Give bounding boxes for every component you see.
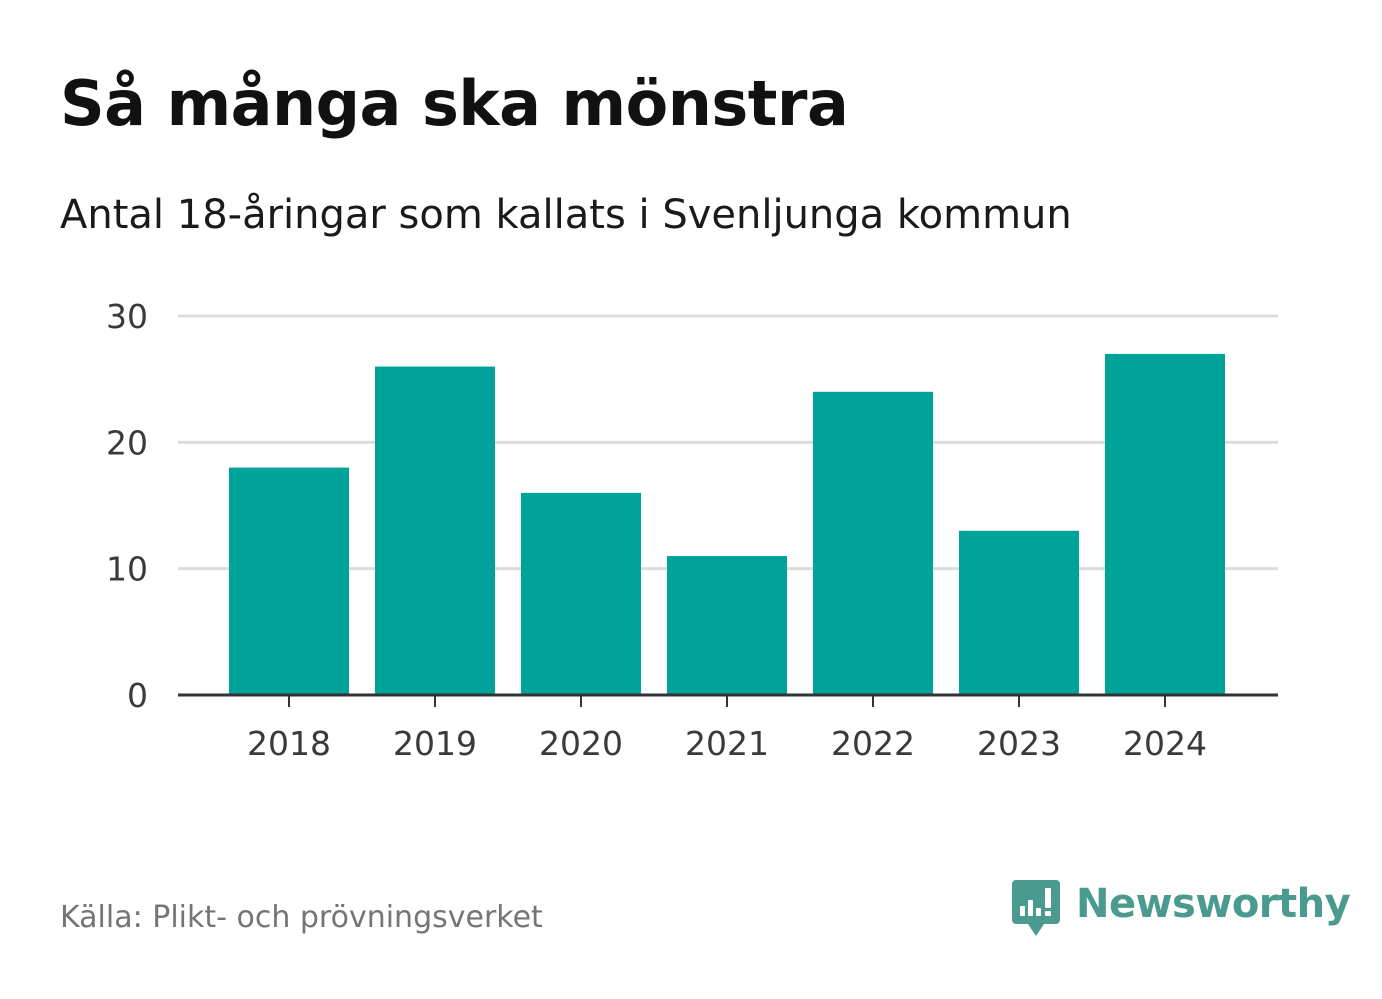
brand-name: Newsworthy xyxy=(1076,881,1351,927)
bar-chart: 0 10 20 30 2018 2019 2020 2021 2022 2023 2024 xyxy=(106,297,1278,763)
x-tick-label-2023: 2023 xyxy=(977,724,1061,763)
y-tick-label-20: 20 xyxy=(106,423,148,462)
x-tick-label-2019: 2019 xyxy=(393,724,477,763)
y-tick-label-0: 0 xyxy=(127,676,148,715)
x-axis-ticks: 2018 2019 2020 2021 2022 2023 2024 xyxy=(247,695,1207,763)
brand-logo: Newsworthy xyxy=(1010,878,1351,942)
source-note: Källa: Plikt- och prövningsverket xyxy=(60,900,543,935)
bar-2023 xyxy=(959,530,1079,695)
bar-2024 xyxy=(1105,353,1225,695)
x-tick-label-2024: 2024 xyxy=(1123,724,1207,763)
x-tick-label-2018: 2018 xyxy=(247,724,331,763)
bar-2019 xyxy=(375,366,495,695)
y-tick-label-30: 30 xyxy=(106,297,148,336)
newsworthy-logo-icon xyxy=(1012,880,1060,936)
x-tick-label-2021: 2021 xyxy=(685,724,769,763)
bars xyxy=(229,353,1225,695)
y-tick-label-10: 10 xyxy=(106,550,148,589)
chart-title: Så många ska mönstra xyxy=(60,67,849,140)
bar-2020 xyxy=(521,492,641,695)
bar-2022 xyxy=(813,391,933,695)
x-tick-label-2020: 2020 xyxy=(539,724,623,763)
bar-2021 xyxy=(667,556,787,695)
x-tick-label-2022: 2022 xyxy=(831,724,915,763)
bar-2018 xyxy=(229,467,349,695)
y-axis-ticks: 0 10 20 30 xyxy=(106,297,148,715)
chart-subtitle: Antal 18-åringar som kallats i Svenljung… xyxy=(60,192,1072,238)
